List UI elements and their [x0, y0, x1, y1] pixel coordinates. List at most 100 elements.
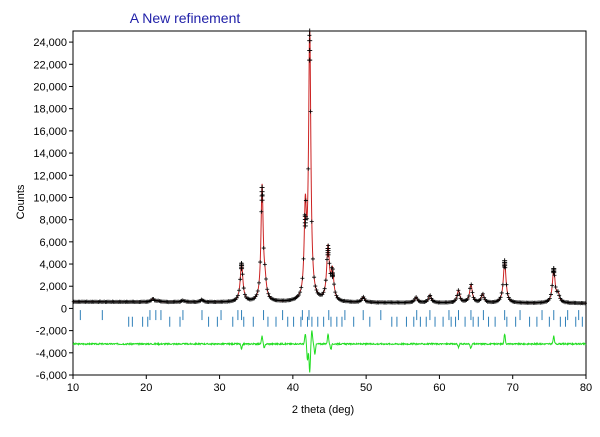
observed-point	[308, 109, 313, 114]
x-tick-label: 40	[287, 382, 299, 394]
observed-point	[306, 166, 311, 171]
observed-point	[298, 290, 303, 295]
observed-point	[428, 293, 433, 298]
observed-point	[557, 293, 562, 298]
y-tick-label: 24,000	[33, 37, 67, 49]
observed-point	[301, 256, 306, 261]
observed-point	[259, 184, 265, 190]
x-tick-label: 30	[213, 382, 225, 394]
observed-point	[309, 219, 314, 224]
observed-point	[264, 277, 269, 282]
y-tick-label: 4,000	[39, 259, 67, 271]
observed-point	[333, 290, 338, 295]
observed-point	[303, 198, 308, 203]
x-tick-label: 80	[580, 382, 592, 394]
y-tick-label: 14,000	[33, 148, 67, 160]
observed-point	[499, 290, 504, 295]
y-tick-label: 2,000	[39, 281, 67, 293]
observed-point	[256, 280, 261, 285]
difference-series-line	[72, 330, 587, 373]
x-tick-label: 70	[507, 382, 519, 394]
observed-point	[323, 278, 328, 283]
observed-point	[429, 296, 434, 301]
observed-point	[502, 263, 508, 269]
observed-point	[307, 57, 313, 63]
observed-point	[457, 292, 462, 297]
y-tick-label: 0	[61, 303, 67, 315]
x-tick-label: 60	[433, 382, 445, 394]
observed-point	[325, 257, 330, 262]
y-tick-label: 18,000	[33, 104, 67, 116]
observed-point	[266, 291, 271, 296]
observed-point	[241, 286, 246, 291]
observed-point	[547, 296, 552, 301]
observed-point	[470, 290, 475, 295]
observed-point	[425, 297, 430, 302]
observed-point	[307, 47, 313, 53]
x-tick-label: 10	[67, 382, 79, 394]
observed-point	[471, 295, 476, 300]
observed-point	[258, 260, 263, 265]
observed-point	[328, 271, 333, 276]
observed-point	[498, 295, 503, 300]
observed-point	[469, 282, 474, 287]
observed-point	[553, 284, 558, 289]
observed-point	[550, 283, 555, 288]
observed-point	[548, 292, 553, 297]
y-axis-label: Counts	[15, 184, 27, 219]
observed-point	[332, 282, 337, 287]
y-tick-label: -4,000	[36, 348, 67, 360]
observed-point	[310, 256, 315, 261]
observed-point	[465, 296, 470, 301]
observed-point	[242, 292, 247, 297]
observed-point	[321, 290, 326, 295]
observed-point	[307, 38, 313, 44]
y-tick-label: 8,000	[39, 215, 67, 227]
y-tick-label: 6,000	[39, 237, 67, 249]
y-tick-label: -2,000	[36, 326, 67, 338]
observed-point	[265, 287, 270, 292]
observed-series	[71, 28, 587, 306]
plot-area: -6,000 -4,000 -2,000 0 2,000 4,000 6,000 8,000 1…	[33, 28, 592, 394]
observed-point	[313, 284, 318, 289]
observed-point	[307, 33, 312, 38]
observed-point	[506, 295, 511, 300]
observed-point	[551, 270, 557, 276]
observed-point	[259, 189, 265, 195]
observed-point	[239, 266, 245, 272]
observed-point	[334, 293, 339, 298]
observed-point	[240, 272, 245, 277]
y-tick-label: 12,000	[33, 170, 67, 182]
observed-point	[261, 246, 266, 251]
observed-point	[329, 274, 335, 280]
observed-point	[234, 295, 239, 300]
observed-point	[235, 293, 240, 298]
observed-point	[299, 285, 304, 290]
observed-point	[478, 297, 483, 302]
y-tick-label: 20,000	[33, 81, 67, 93]
observed-point	[259, 197, 265, 203]
observed-point	[482, 295, 487, 300]
observed-point	[302, 223, 308, 229]
observed-point	[320, 292, 325, 297]
observed-point	[468, 286, 473, 291]
observed-point	[312, 275, 317, 280]
observed-point	[503, 265, 508, 270]
observed-point	[552, 273, 557, 278]
observed-point	[259, 209, 264, 214]
observed-point	[300, 276, 305, 281]
observed-point	[455, 293, 460, 298]
observed-point	[582, 301, 587, 306]
plot-frame	[72, 30, 587, 376]
y-tick-label: -6,000	[36, 370, 67, 382]
observed-point	[480, 291, 485, 296]
observed-point	[330, 267, 335, 272]
observed-point	[238, 277, 243, 282]
chart-title: A New refinement	[130, 10, 241, 26]
observed-point	[325, 252, 331, 258]
observed-point	[327, 261, 332, 266]
observed-point	[237, 288, 242, 293]
observed-point	[314, 288, 319, 293]
observed-point	[505, 291, 510, 296]
